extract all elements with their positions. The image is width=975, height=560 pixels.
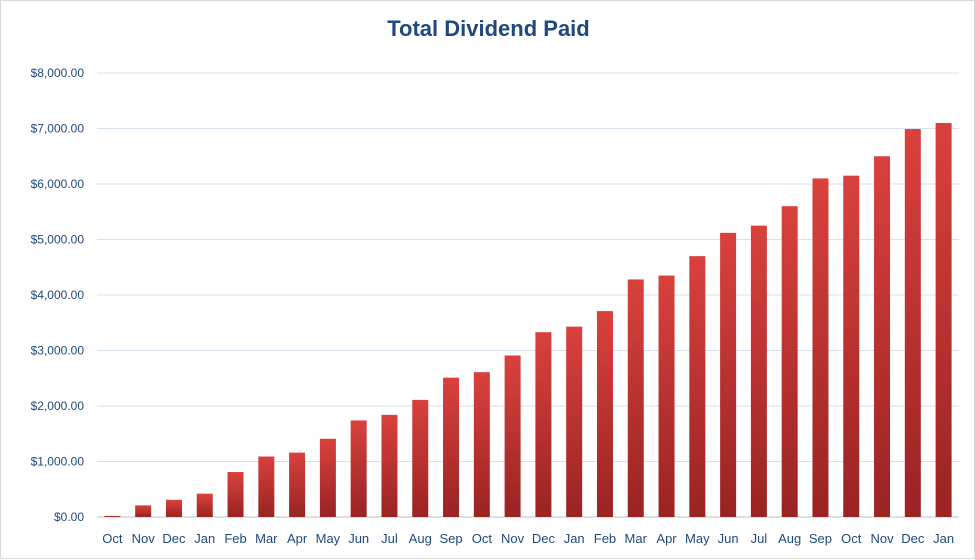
bar: [658, 275, 675, 517]
x-tick-label: Nov: [501, 531, 525, 546]
x-tick-label: Dec: [532, 531, 556, 546]
bar: [319, 438, 336, 517]
y-tick-label: $6,000.00: [31, 177, 85, 191]
x-tick-label: Jan: [564, 531, 585, 546]
x-tick-label: Jul: [381, 531, 398, 546]
bar: [473, 372, 490, 517]
x-tick-label: Apr: [287, 531, 308, 546]
x-tick-label: Oct: [841, 531, 862, 546]
bar: [412, 399, 429, 517]
chart-title: Total Dividend Paid: [387, 16, 590, 41]
bar: [381, 414, 398, 517]
x-tick-label: Feb: [224, 531, 246, 546]
x-tick-label: Mar: [625, 531, 648, 546]
x-tick-label: Mar: [255, 531, 278, 546]
bar: [289, 452, 306, 517]
bar: [566, 326, 583, 517]
bar: [874, 156, 891, 517]
x-tick-label: Oct: [102, 531, 123, 546]
x-tick-label: Dec: [162, 531, 186, 546]
bar: [596, 311, 613, 517]
y-tick-label: $2,000.00: [31, 399, 85, 413]
y-tick-label: $3,000.00: [31, 344, 85, 358]
y-tick-label: $7,000.00: [31, 122, 85, 136]
x-tick-label: Sep: [439, 531, 462, 546]
bar: [227, 472, 244, 517]
bar: [165, 499, 182, 517]
x-tick-label: Dec: [901, 531, 925, 546]
x-tick-label: Aug: [778, 531, 801, 546]
bar: [350, 420, 367, 517]
x-tick-label: May: [685, 531, 710, 546]
y-tick-label: $0.00: [54, 510, 84, 524]
y-tick-label: $5,000.00: [31, 233, 85, 247]
x-tick-label: Jan: [194, 531, 215, 546]
x-tick-label: Jun: [718, 531, 739, 546]
bar: [443, 377, 460, 517]
x-tick-label: Jan: [933, 531, 954, 546]
x-tick-label: Jul: [751, 531, 768, 546]
x-tick-label: Aug: [409, 531, 432, 546]
y-tick-label: $4,000.00: [31, 288, 85, 302]
bar: [750, 225, 767, 517]
bar: [135, 505, 152, 517]
x-tick-label: Jun: [348, 531, 369, 546]
bar: [904, 129, 921, 517]
y-tick-label: $1,000.00: [31, 455, 85, 469]
bar: [843, 175, 860, 518]
bar: [627, 279, 644, 517]
x-tick-label: Feb: [594, 531, 616, 546]
bar: [535, 332, 552, 517]
bar: [720, 232, 737, 517]
x-tick-label: Oct: [472, 531, 493, 546]
bar: [258, 456, 275, 517]
bar: [935, 122, 952, 517]
x-tick-label: Sep: [809, 531, 832, 546]
bar: [781, 206, 798, 517]
bar: [104, 515, 121, 517]
x-tick-label: Nov: [132, 531, 156, 546]
x-tick-label: Nov: [870, 531, 894, 546]
x-tick-label: May: [316, 531, 341, 546]
bar: [689, 256, 706, 517]
bar: [812, 178, 829, 517]
bar: [504, 355, 521, 517]
y-tick-label: $8,000.00: [31, 66, 85, 80]
bar: [196, 493, 213, 517]
x-tick-label: Apr: [656, 531, 677, 546]
